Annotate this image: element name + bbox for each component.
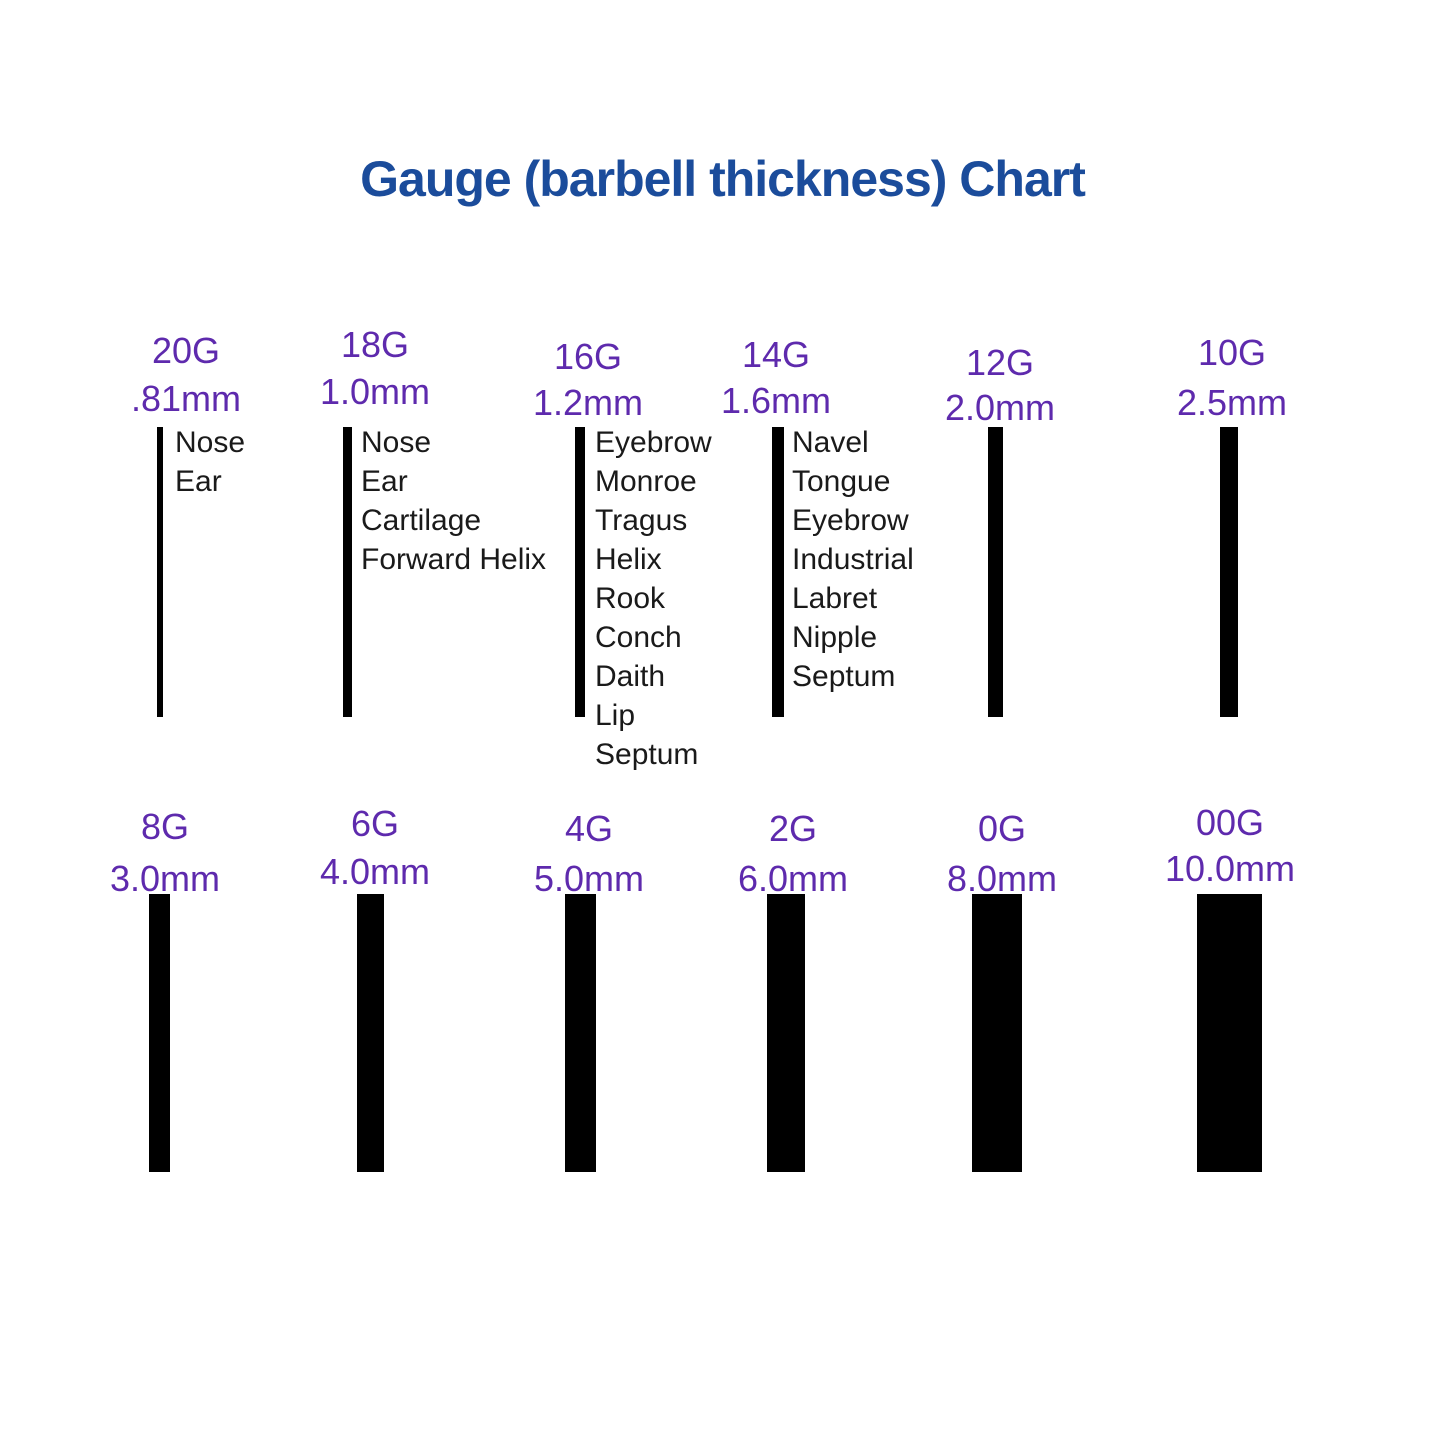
piercing-item: Monroe — [595, 465, 697, 498]
mm-label-10g: 2.5mm — [1176, 382, 1288, 423]
piercing-item: Eyebrow — [595, 426, 712, 459]
piercing-item: Industrial — [792, 543, 914, 576]
piercing-list-14g: Navel Tongue Eyebrow Industrial Labret Nipple… — [792, 423, 914, 696]
piercing-item: Helix — [595, 543, 662, 576]
gauge-bar-8g — [149, 894, 170, 1172]
piercing-item: Tragus — [595, 504, 688, 537]
piercing-item: Nose — [361, 426, 432, 459]
gauge-bar-14g — [772, 427, 784, 717]
gauge-bar-00g — [1197, 894, 1262, 1172]
gauge-label-12g: 12G — [965, 342, 1035, 383]
mm-label-0g: 8.0mm — [946, 858, 1058, 899]
piercing-item: Eyebrow — [792, 504, 909, 537]
gauge-bar-16g — [575, 427, 585, 717]
gauge-label-18g: 18G — [340, 324, 410, 365]
gauge-bar-20g — [157, 427, 163, 717]
gauge-label-4g: 4G — [564, 808, 614, 849]
gauge-label-8g: 8G — [140, 806, 190, 847]
mm-label-18g: 1.0mm — [319, 371, 431, 412]
gauge-bar-12g — [988, 427, 1003, 717]
piercing-item: Lip — [595, 699, 636, 732]
mm-label-8g: 3.0mm — [109, 858, 221, 899]
piercing-list-18g: Nose Ear Cartilage Forward Helix — [361, 423, 546, 579]
piercing-item: Daith — [595, 660, 666, 693]
chart-title: Gauge (barbell thickness) Chart — [360, 151, 1086, 207]
mm-label-4g: 5.0mm — [533, 858, 645, 899]
gauge-bar-2g — [767, 894, 805, 1172]
piercing-list-16g: Eyebrow Monroe Tragus Helix Rook Conch Daith Li… — [595, 423, 712, 774]
mm-label-2g: 6.0mm — [737, 858, 849, 899]
gauge-bar-6g — [357, 894, 384, 1172]
mm-label-14g: 1.6mm — [720, 380, 832, 421]
gauge-bar-10g — [1220, 427, 1238, 717]
piercing-item: Cartilage — [361, 504, 482, 537]
piercing-item: Forward Helix — [361, 543, 547, 576]
mm-label-16g: 1.2mm — [532, 382, 644, 423]
gauge-label-14g: 14G — [741, 334, 811, 375]
piercing-item: Nose — [175, 426, 246, 459]
gauge-bar-0g — [972, 894, 1022, 1172]
gauge-label-16g: 16G — [553, 336, 623, 377]
mm-label-6g: 4.0mm — [319, 851, 431, 892]
piercing-item: Septum — [792, 660, 896, 693]
mm-label-00g: 10.0mm — [1164, 848, 1296, 889]
mm-label-12g: 2.0mm — [944, 387, 1056, 428]
piercing-item: Rook — [595, 582, 666, 615]
piercing-item: Septum — [595, 738, 699, 771]
gauge-label-6g: 6G — [350, 803, 400, 844]
piercing-item: Navel — [792, 426, 869, 459]
gauge-label-20g: 20G — [151, 330, 221, 371]
piercing-item: Nipple — [792, 621, 878, 654]
piercing-item: Labret — [792, 582, 878, 615]
piercing-list-20g: Nose Ear — [175, 423, 245, 501]
gauge-bar-4g — [565, 894, 596, 1172]
gauge-label-00g: 00G — [1195, 802, 1265, 843]
piercing-item: Conch — [595, 621, 682, 654]
piercing-item: Ear — [361, 465, 408, 498]
gauge-bar-18g — [343, 427, 352, 717]
piercing-item: Tongue — [792, 465, 891, 498]
piercing-item: Ear — [175, 465, 222, 498]
mm-label-20g: .81mm — [130, 378, 242, 419]
gauge-label-10g: 10G — [1197, 332, 1267, 373]
gauge-label-2g: 2G — [768, 808, 818, 849]
gauge-label-0g: 0G — [977, 808, 1027, 849]
